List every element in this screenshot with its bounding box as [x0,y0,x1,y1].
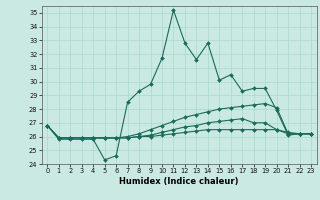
X-axis label: Humidex (Indice chaleur): Humidex (Indice chaleur) [119,177,239,186]
